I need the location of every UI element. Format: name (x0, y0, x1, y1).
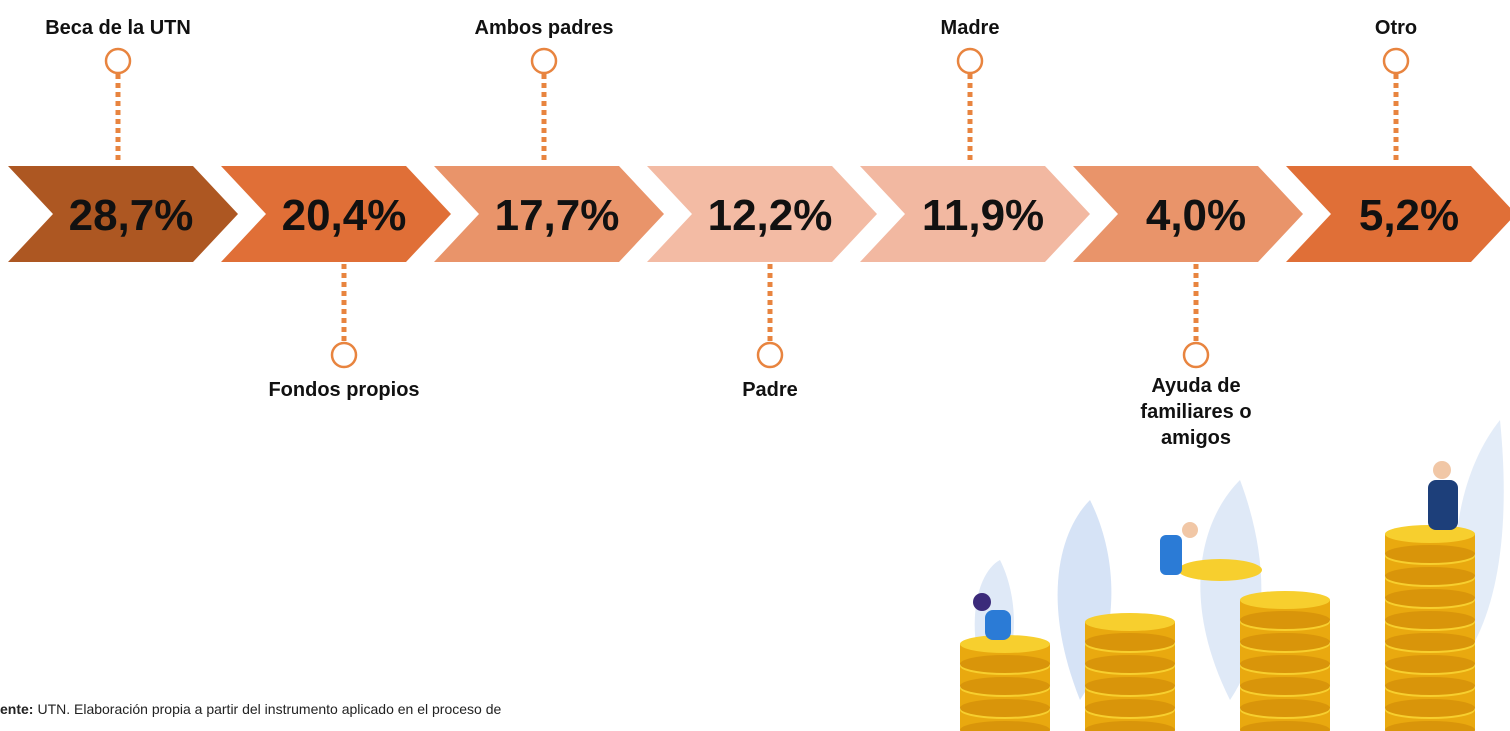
chevron (860, 166, 1090, 262)
coin-bottom (1385, 699, 1475, 717)
coin-bottom (1240, 611, 1330, 629)
coins-illustration (960, 420, 1504, 731)
coin-bottom (1385, 633, 1475, 651)
coin-top (960, 635, 1050, 653)
coin-bottom (1240, 699, 1330, 717)
chevron (1073, 166, 1303, 262)
person (1160, 535, 1182, 575)
percentage: 5,2% (1359, 191, 1459, 240)
connector-dot (956, 47, 984, 75)
coin-bottom (960, 655, 1050, 673)
label: Ayuda de familiares o amigos (1140, 375, 1251, 449)
source-prefix: ente: (0, 701, 33, 717)
connector-dot (1182, 341, 1210, 369)
coin-bottom (1085, 721, 1175, 731)
label: Otro (1375, 17, 1417, 39)
coin-bottom (1385, 721, 1475, 731)
chevron (8, 166, 238, 262)
percentage: 11,9% (922, 191, 1044, 240)
chevron (647, 166, 877, 262)
percentage: 17,7% (495, 191, 620, 240)
person (985, 610, 1011, 640)
coin-held (1178, 559, 1262, 581)
percentage: 20,4% (282, 191, 407, 240)
label: Fondos propios (268, 379, 419, 401)
label: Ambos padres (475, 17, 614, 39)
coin-bottom (1385, 589, 1475, 607)
connector-dot (530, 47, 558, 75)
connector-dot (104, 47, 132, 75)
chevron (221, 166, 451, 262)
connector-dot (330, 341, 358, 369)
coin-bottom (1385, 677, 1475, 695)
chevron (1286, 166, 1510, 262)
percentage: 4,0% (1146, 191, 1246, 240)
label: Beca de la UTN (45, 17, 191, 39)
source-note: ente: UTN. Elaboración propia a partir de… (0, 701, 501, 717)
coin-bottom (1085, 699, 1175, 717)
coin-bottom (1085, 677, 1175, 695)
connector-dot (1382, 47, 1410, 75)
person-head (973, 593, 991, 611)
coin-bottom (1385, 567, 1475, 585)
coin-bottom (1240, 721, 1330, 731)
coin-bottom (1085, 655, 1175, 673)
coin-top (1085, 613, 1175, 631)
coin-bottom (960, 677, 1050, 695)
coin-bottom (1240, 655, 1330, 673)
person-head (1433, 461, 1451, 479)
label: Madre (941, 17, 1000, 39)
coin-top (1385, 525, 1475, 543)
coin-bottom (960, 721, 1050, 731)
coin-bottom (1240, 633, 1330, 651)
chevron (434, 166, 664, 262)
coin-top (1240, 591, 1330, 609)
person-head (1182, 522, 1198, 538)
coin-bottom (1385, 655, 1475, 673)
coin-bottom (1385, 611, 1475, 629)
coin-bottom (1240, 677, 1330, 695)
percentage: 28,7% (69, 191, 194, 240)
coin-bottom (960, 699, 1050, 717)
source-text: UTN. Elaboración propia a partir del ins… (37, 701, 501, 717)
label: Padre (742, 379, 798, 401)
percentage: 12,2% (708, 191, 833, 240)
coin-bottom (1085, 633, 1175, 651)
coin-bottom (1385, 545, 1475, 563)
person (1428, 480, 1458, 530)
connector-dot (756, 341, 784, 369)
